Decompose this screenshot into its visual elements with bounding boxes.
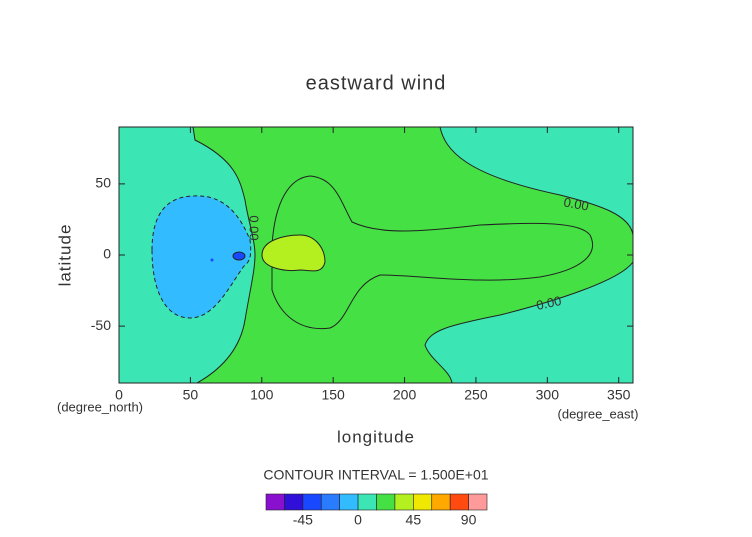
y-axis-label: latitude <box>55 224 74 287</box>
colorbar-bin <box>376 493 396 511</box>
contour-label: 0.00 <box>247 215 262 240</box>
contour-interval: CONTOUR INTERVAL = 1.500E+01 <box>263 467 488 483</box>
contour-label: 0.00 <box>562 194 590 213</box>
x-tick-label: 250 <box>464 387 488 403</box>
x-tick-label: 300 <box>536 387 560 403</box>
x-tick-label: 200 <box>393 387 417 403</box>
contour-line <box>271 175 593 330</box>
chart-title: eastward wind <box>306 72 447 94</box>
region <box>151 195 252 319</box>
colorbar-bin <box>468 493 488 511</box>
region <box>261 234 326 272</box>
region <box>210 258 214 262</box>
colorbar-tick-label: 90 <box>461 512 477 528</box>
x-tick-label: 350 <box>607 387 631 403</box>
y-tick-label: 0 <box>103 246 111 262</box>
colorbar-tick-label: 45 <box>406 512 422 528</box>
contour-field <box>119 127 633 383</box>
colorbar-bin <box>413 493 433 511</box>
region <box>192 127 633 383</box>
y-unit: (degree_north) <box>57 399 143 414</box>
x-tick-label: 150 <box>321 387 345 403</box>
colorbar-bin <box>265 493 285 511</box>
y-tick-label: 50 <box>95 175 111 191</box>
colorbar-bin <box>449 493 469 511</box>
colorbar-tick-label: -45 <box>293 512 313 528</box>
x-tick-label: 100 <box>250 387 274 403</box>
x-axis-label: longitude <box>337 427 415 446</box>
colorbar-bin <box>357 493 377 511</box>
contour-label: 0.00 <box>535 293 563 313</box>
colorbar-bin <box>302 493 322 511</box>
colorbar-tick-label: 0 <box>354 512 362 528</box>
y-tick-label: -50 <box>91 317 111 333</box>
colorbar-bin <box>339 493 359 511</box>
x-unit: (degree_east) <box>558 406 639 421</box>
colorbar-bin <box>320 493 340 511</box>
x-tick-label: 50 <box>183 387 199 403</box>
colorbar-bin <box>394 493 414 511</box>
colorbar-bin <box>431 493 451 511</box>
x-tick-label: 0 <box>115 387 123 403</box>
region <box>232 251 246 261</box>
colorbar-bin <box>284 493 304 511</box>
